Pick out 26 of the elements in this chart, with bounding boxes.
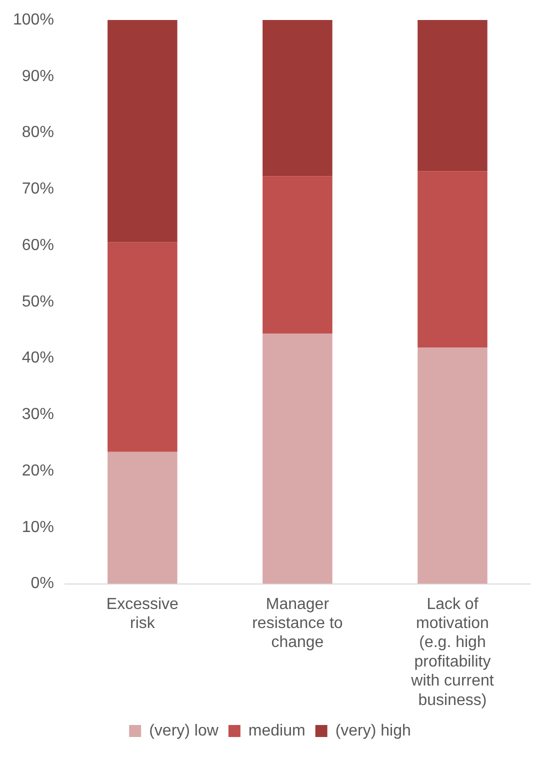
bar bbox=[108, 242, 178, 452]
y-tick-label: 30% bbox=[22, 406, 54, 424]
y-tick-label: 60% bbox=[22, 236, 54, 254]
y-tick-label: 90% bbox=[22, 68, 54, 85]
y-tick-label: 40% bbox=[22, 350, 54, 367]
bar bbox=[418, 348, 488, 584]
bar bbox=[262, 333, 332, 584]
x-tick-label: Manager resistance to change bbox=[252, 596, 343, 652]
y-tick-label: 20% bbox=[22, 462, 54, 480]
x-tick-label: Excessive risk bbox=[106, 596, 179, 632]
y-tick-label: 10% bbox=[22, 518, 54, 536]
y-tick-label: 80% bbox=[22, 124, 54, 142]
bar bbox=[418, 171, 488, 348]
legend-label: (very) high bbox=[335, 722, 411, 740]
x-tick-label: Lack of motivation (e.g. high profitability with current business) bbox=[410, 596, 494, 709]
y-tick-label: 70% bbox=[22, 180, 54, 198]
bar bbox=[262, 176, 332, 334]
legend-label: (very) low bbox=[149, 722, 219, 740]
bar bbox=[262, 20, 332, 176]
legend-label: medium bbox=[248, 722, 306, 740]
bar bbox=[108, 20, 178, 242]
y-tick-label: 0% bbox=[30, 575, 54, 592]
y-tick-label: 100% bbox=[13, 11, 54, 28]
bar bbox=[418, 20, 488, 172]
bar bbox=[108, 452, 178, 584]
y-tick-label: 50% bbox=[22, 293, 54, 310]
